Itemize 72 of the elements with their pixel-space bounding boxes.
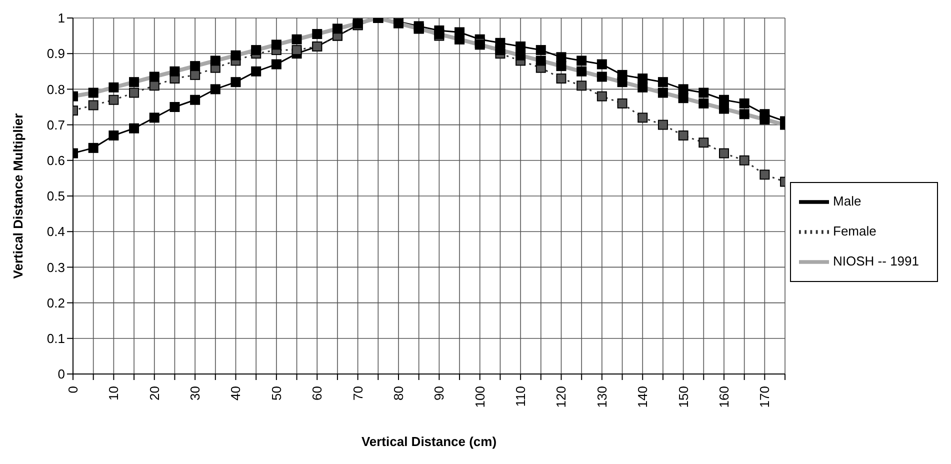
point — [251, 66, 262, 76]
x-tick-label: 170 — [757, 386, 772, 408]
x-tick-label: 20 — [146, 386, 162, 400]
point — [658, 77, 668, 88]
point — [718, 148, 729, 158]
y-tick-label: 0.1 — [46, 331, 65, 346]
point — [638, 112, 648, 123]
point — [760, 170, 770, 180]
x-tick-label: 100 — [472, 386, 488, 408]
point — [170, 102, 180, 112]
legend-label: Female — [833, 223, 876, 238]
x-tick-label: 120 — [554, 386, 569, 408]
x-axis-title: Vertical Distance (cm) — [361, 434, 497, 449]
point — [129, 88, 140, 98]
point — [678, 130, 688, 140]
x-tick-label: 50 — [268, 386, 284, 400]
point — [108, 130, 119, 140]
point — [536, 45, 546, 56]
point — [292, 45, 302, 56]
x-tick-label: 30 — [188, 386, 203, 400]
point — [678, 84, 688, 94]
y-tick-label: 1 — [58, 10, 65, 26]
x-tick-label: 130 — [594, 386, 610, 408]
y-tick-label: 0.2 — [46, 295, 65, 310]
x-tick-label: 0 — [66, 386, 80, 394]
x-tick-label: 40 — [228, 386, 244, 400]
y-tick-label: 0.3 — [46, 260, 65, 275]
point — [271, 59, 282, 70]
x-tick-label: 140 — [635, 386, 650, 408]
point — [698, 88, 709, 98]
y-tick-label: 0.8 — [46, 82, 65, 97]
point — [516, 41, 526, 52]
point — [596, 91, 607, 102]
point — [210, 84, 220, 94]
point — [596, 59, 607, 70]
point — [88, 142, 98, 153]
point — [739, 155, 750, 166]
point — [617, 98, 628, 108]
point — [739, 98, 750, 108]
x-tick-label: 160 — [716, 386, 732, 408]
point — [230, 77, 241, 88]
x-tick-label: 150 — [676, 386, 691, 408]
legend-label: Male — [833, 193, 862, 208]
point — [149, 80, 160, 91]
y-tick-label: 0 — [58, 366, 65, 382]
point — [108, 94, 119, 105]
point — [576, 80, 587, 91]
y-axis-title: Vertical Distance Multiplier — [10, 113, 26, 279]
point — [576, 56, 587, 66]
y-tick-label: 0.9 — [46, 46, 65, 62]
point — [638, 74, 648, 84]
point — [658, 120, 668, 130]
y-tick-label: 0.7 — [46, 117, 65, 132]
point — [556, 74, 566, 84]
x-tick-label: 110 — [513, 386, 528, 407]
y-tick-label: 0.5 — [46, 188, 65, 204]
x-tick-label: 10 — [106, 386, 122, 400]
x-tick-label: 60 — [310, 386, 325, 400]
point — [149, 112, 160, 123]
point — [556, 52, 566, 62]
point — [698, 138, 709, 148]
y-tick-label: 0.6 — [46, 153, 65, 168]
x-tick-label: 90 — [432, 386, 447, 400]
x-tick-label: 80 — [390, 386, 406, 400]
point — [88, 100, 98, 110]
point — [190, 70, 200, 80]
legend-label: NIOSH -- 1991 — [833, 253, 919, 268]
x-tick-label: 70 — [350, 386, 366, 400]
y-tick-label: 0.4 — [46, 224, 65, 240]
point — [129, 123, 140, 134]
point — [190, 94, 200, 105]
point — [718, 94, 729, 105]
